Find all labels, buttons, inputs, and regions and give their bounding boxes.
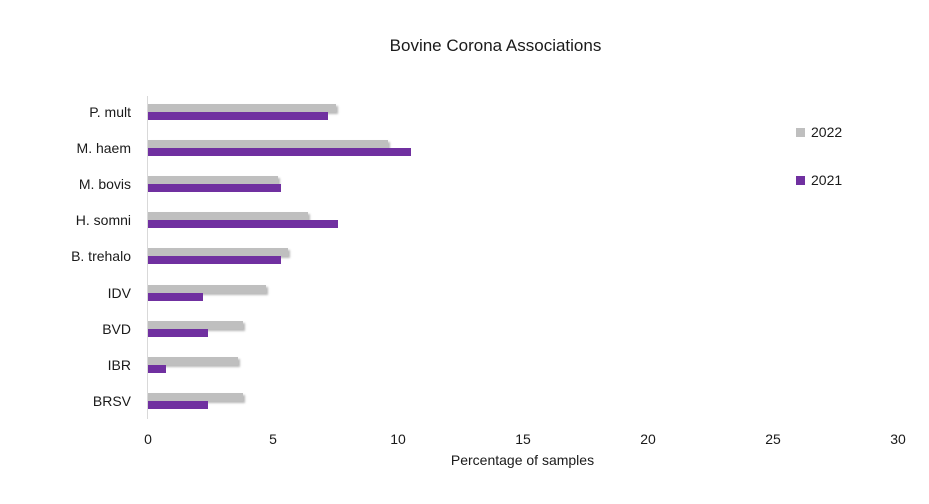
bar-2021	[148, 292, 203, 301]
category-label: B. trehalo	[71, 248, 131, 265]
bar-2022	[148, 392, 243, 401]
x-tick-label: 15	[515, 431, 531, 447]
x-tick-label: 0	[144, 431, 152, 447]
bar-2021	[148, 184, 281, 193]
x-axis-label: Percentage of samples	[450, 452, 595, 468]
x-tick-label: 20	[640, 431, 656, 447]
bar-2022	[148, 104, 336, 112]
bar-2022	[148, 176, 278, 185]
chart-title: Bovine Corona Associations	[389, 36, 602, 55]
legend-label-2021: 2021	[811, 172, 843, 188]
bar-2022	[148, 248, 288, 257]
x-tick-label: 10	[390, 431, 406, 447]
x-tick-label: 25	[765, 431, 781, 447]
bar-2021	[148, 220, 338, 229]
bar-2021	[148, 148, 411, 157]
bar-2021	[148, 364, 166, 373]
y-axis-line	[147, 96, 148, 419]
bar-2022	[148, 320, 243, 329]
bar-2021	[148, 328, 208, 337]
legend-item-2021: 2021	[796, 172, 842, 188]
category-label: BVD	[102, 320, 131, 337]
bar-2021	[148, 256, 281, 265]
legend-item-2022: 2022	[796, 124, 842, 140]
bar-2022	[148, 356, 238, 365]
bar-2022	[148, 212, 308, 221]
category-label: IBR	[107, 356, 131, 373]
legend-swatch-2022	[796, 127, 805, 137]
x-tick-label: 30	[890, 431, 906, 447]
category-label: M. bovis	[78, 176, 131, 193]
legend-label-2022: 2022	[811, 124, 843, 140]
x-tick-label: 5	[269, 431, 277, 447]
category-label: BRSV	[92, 392, 131, 409]
category-label: H. somni	[75, 212, 131, 229]
bar-2022	[148, 140, 388, 149]
legend-swatch-2021	[796, 175, 805, 185]
bar-2021	[148, 112, 328, 120]
bar-2022	[148, 284, 266, 293]
category-label: IDV	[107, 284, 131, 301]
bar-2021	[148, 400, 208, 409]
category-label: P. mult	[89, 104, 131, 120]
category-label: M. haem	[76, 140, 131, 157]
